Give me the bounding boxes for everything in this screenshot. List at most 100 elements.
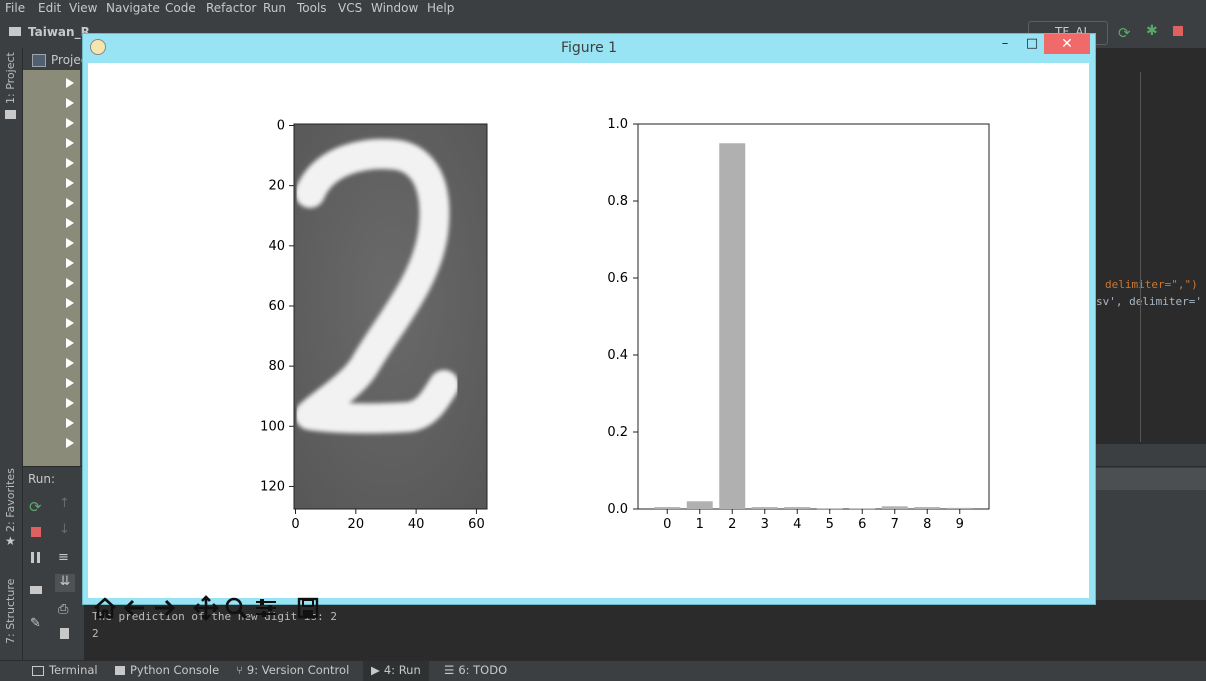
pause-icon[interactable] [31, 552, 40, 563]
tree-expand-arrow-icon[interactable] [66, 238, 74, 248]
menu-tools[interactable]: Tools [297, 1, 327, 15]
minimize-button[interactable]: – [1001, 36, 1009, 51]
star-icon: ★ [5, 534, 16, 548]
menu-window[interactable]: Window [371, 1, 419, 15]
tree-expand-arrow-icon[interactable] [66, 178, 74, 188]
image-x-tick-label: 40 [408, 517, 425, 532]
tree-expand-arrow-icon[interactable] [66, 278, 74, 288]
figure-window[interactable]: Figure 1 – □ ✕ 0 20 40 60 80 100 120 0 20 40 60 [82, 33, 1096, 621]
menu-refactor[interactable]: Refactor [206, 1, 257, 15]
folder-icon [9, 27, 21, 36]
tree-expand-arrow-icon[interactable] [66, 118, 74, 128]
maximize-button[interactable]: □ [1025, 36, 1039, 51]
bar-2 [719, 143, 746, 509]
python-console-tab[interactable]: Python Console [115, 663, 219, 677]
todo-tab-label: 6: TODO [458, 663, 508, 677]
bar-x-tick-label: 2 [728, 517, 736, 532]
down-arrow-icon[interactable]: ↓ [59, 522, 70, 537]
debug-icon[interactable]: ✱ [1146, 23, 1158, 39]
tree-expand-arrow-icon[interactable] [66, 358, 74, 368]
digit-stroke [295, 139, 459, 434]
tree-expand-arrow-icon[interactable] [66, 418, 74, 428]
project-breadcrumb[interactable]: Taiwan_R [28, 25, 90, 39]
code-line: sv', delimiter=' [1096, 295, 1202, 308]
tree-expand-arrow-icon[interactable] [66, 298, 74, 308]
stop-icon[interactable] [31, 527, 41, 537]
print-icon[interactable]: ⎙ [58, 602, 69, 617]
bar-x-tick-label: 1 [696, 517, 704, 532]
tree-expand-arrow-icon[interactable] [66, 318, 74, 328]
bar-y-tick-label: 1.0 [607, 117, 628, 132]
bar-y-tick-label: 0.4 [607, 348, 628, 363]
menu-navigate[interactable]: Navigate [106, 1, 160, 15]
bar-9 [946, 507, 973, 509]
favorites-tool-tab[interactable]: 2: Favorites [4, 468, 17, 532]
save-icon[interactable] [294, 594, 322, 622]
tree-expand-arrow-icon[interactable] [66, 98, 74, 108]
tree-expand-arrow-icon[interactable] [66, 78, 74, 88]
soft-wrap-icon[interactable]: ≡ [58, 550, 69, 565]
zoom-icon[interactable] [222, 594, 250, 622]
forward-arrow-icon[interactable] [150, 594, 178, 622]
structure-tool-tab[interactable]: 7: Structure [4, 578, 17, 644]
matplotlib-icon [90, 39, 106, 55]
tree-expand-arrow-icon[interactable] [66, 218, 74, 228]
configure-icon[interactable] [252, 594, 280, 622]
menu-edit[interactable]: Edit [38, 1, 62, 15]
menu-help[interactable]: Help [427, 1, 455, 15]
layout-icon[interactable] [30, 586, 42, 594]
tree-expand-arrow-icon[interactable] [66, 258, 74, 268]
back-arrow-icon[interactable] [121, 594, 149, 622]
terminal-tab[interactable]: Terminal [32, 663, 98, 677]
tree-expand-arrow-icon[interactable] [66, 378, 74, 388]
scroll-to-end-icon[interactable]: ⇊ [55, 574, 75, 592]
version-control-tab[interactable]: ⑂ 9: Version Control [236, 663, 349, 677]
tree-expand-arrow-icon[interactable] [66, 338, 74, 348]
bar-x-tick-label: 3 [761, 517, 769, 532]
pin-icon[interactable]: ✎ [30, 616, 41, 631]
trash-icon[interactable] [60, 628, 69, 639]
image-y-tick-label: 120 [260, 479, 285, 494]
tree-expand-arrow-icon[interactable] [66, 198, 74, 208]
right-margin-line [1140, 72, 1141, 442]
bar-8 [914, 507, 941, 509]
pan-icon[interactable] [192, 594, 220, 622]
tree-expand-arrow-icon[interactable] [66, 398, 74, 408]
bar-0 [654, 507, 681, 509]
menu-file[interactable]: File [5, 1, 26, 15]
code-editor[interactable]: delimiter=",") sv', delimiter=' [1096, 48, 1206, 444]
menu-run[interactable]: Run [263, 1, 287, 15]
tree-expand-arrow-icon[interactable] [66, 158, 74, 168]
run-panel-tabbar [1096, 468, 1206, 490]
image-y-tick-label: 40 [268, 239, 285, 254]
home-icon[interactable] [91, 594, 119, 622]
python-console-tab-label: Python Console [130, 663, 220, 677]
menu-vcs[interactable]: VCS [338, 1, 363, 15]
run-tab[interactable]: ▶ 4: Run [363, 661, 429, 681]
rerun-icon[interactable]: ⟳ [1118, 24, 1131, 42]
menu-view[interactable]: View [69, 1, 98, 15]
bar-x-tick-label: 4 [793, 517, 801, 532]
bar-1 [686, 501, 713, 509]
menu-bar: File Edit View Navigate Code Refactor Run Tools… [0, 0, 1206, 18]
up-arrow-icon[interactable]: ↑ [59, 496, 70, 511]
tree-expand-arrow-icon[interactable] [66, 138, 74, 148]
bar-y-tick-label: 0.0 [607, 502, 628, 517]
image-y-tick-label: 20 [268, 179, 285, 194]
bar-5 [816, 508, 843, 510]
image-y-tick-label: 80 [268, 359, 285, 374]
left-tool-stripe: 1: Project 2: Favorites ★ 7: Structure [0, 48, 23, 660]
todo-tab[interactable]: ☰ 6: TODO [444, 663, 507, 677]
bar-x-tick-label: 9 [956, 517, 964, 532]
run-tab-label: 4: Run [383, 663, 421, 677]
version-control-tab-label: 9: Version Control [246, 663, 350, 677]
menu-code[interactable]: Code [165, 1, 196, 15]
figure-canvas[interactable]: 0 20 40 60 80 100 120 0 20 40 60 0.0 0.2 0.4 0.6 0.8 1… [88, 63, 1089, 621]
project-tool-tab[interactable]: 1: Project [4, 52, 17, 104]
bar-x-tick-label: 6 [858, 517, 866, 532]
tree-expand-arrow-icon[interactable] [66, 438, 74, 448]
bar-x-tick-label: 8 [923, 517, 931, 532]
rerun-icon[interactable]: ⟳ [29, 498, 42, 516]
close-button[interactable]: ✕ [1044, 34, 1090, 54]
stop-icon[interactable] [1173, 26, 1183, 36]
